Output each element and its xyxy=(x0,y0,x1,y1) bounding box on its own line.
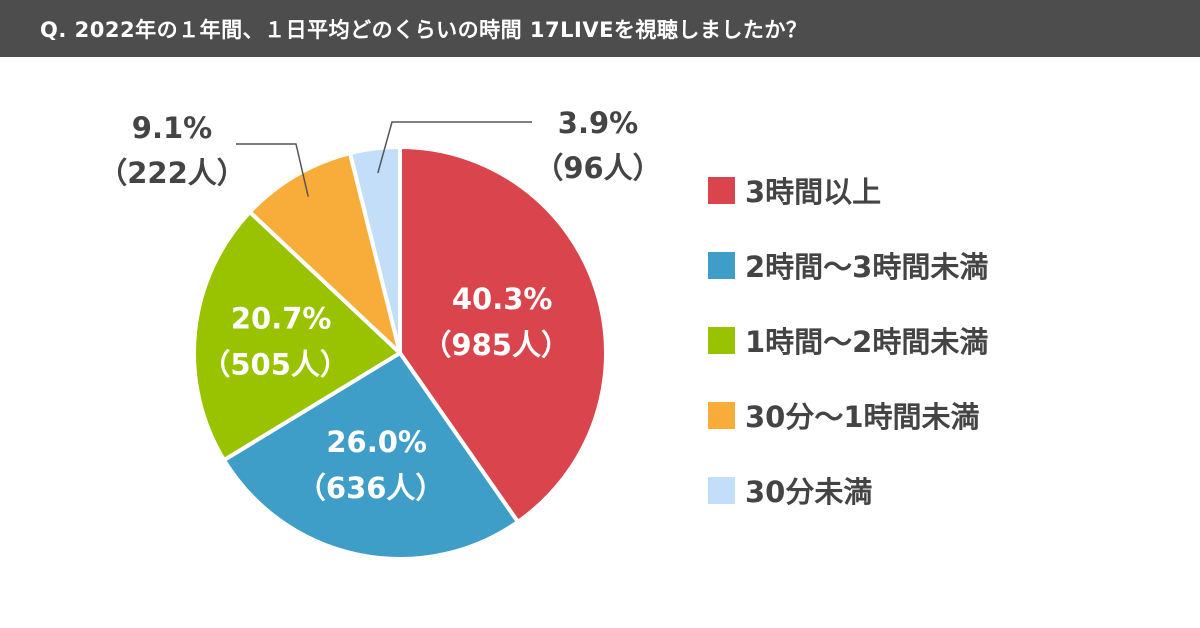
legend: 3時間以上 2時間〜3時間未満 1時間〜2時間未満 30分〜1時間未満 30分未… xyxy=(708,168,988,543)
data-label-percent: 20.7% xyxy=(231,302,332,336)
legend-swatch xyxy=(708,326,735,354)
pie-slice-5 xyxy=(348,145,402,355)
legend-swatch xyxy=(708,176,735,204)
chart-title: Q. 2022年の１年間、１日平均どのくらいの時間 17LIVEを視聴しましたか… xyxy=(0,0,1200,57)
legend-label: 1時間〜2時間未満 xyxy=(745,325,989,359)
legend-swatch xyxy=(708,401,735,429)
legend-item-under-30m: 30分未満 xyxy=(708,468,988,512)
data-label-percent: 3.9% xyxy=(558,106,638,140)
pie-slice-1 xyxy=(398,145,608,524)
data-label-percent: 9.1% xyxy=(132,111,212,145)
legend-item-2h-3h: 2時間〜3時間未満 xyxy=(708,243,988,287)
legend-swatch xyxy=(708,476,735,504)
data-label-count: （222人） xyxy=(98,156,246,190)
data-label-count: （636人） xyxy=(297,471,445,505)
legend-swatch xyxy=(708,251,735,279)
legend-label: 30分〜1時間未満 xyxy=(745,400,980,434)
legend-item-3h-plus: 3時間以上 xyxy=(708,168,988,212)
leader-line xyxy=(236,143,309,197)
legend-item-30m-1h: 30分〜1時間未満 xyxy=(708,393,988,437)
legend-label: 2時間〜3時間未満 xyxy=(745,250,989,284)
pie-slice-2 xyxy=(222,351,520,561)
data-label-count: （505人） xyxy=(201,348,349,382)
pie-slice-3 xyxy=(192,209,402,463)
data-label-percent: 26.0% xyxy=(326,425,427,459)
leader-line xyxy=(377,121,532,174)
legend-label: 30分未満 xyxy=(745,475,873,509)
data-label-count: （96人） xyxy=(534,151,661,185)
data-label-count: （985人） xyxy=(422,328,570,362)
legend-label: 3時間以上 xyxy=(745,175,882,209)
legend-item-1h-2h: 1時間〜2時間未満 xyxy=(708,318,988,362)
data-label-percent: 40.3% xyxy=(452,282,553,316)
